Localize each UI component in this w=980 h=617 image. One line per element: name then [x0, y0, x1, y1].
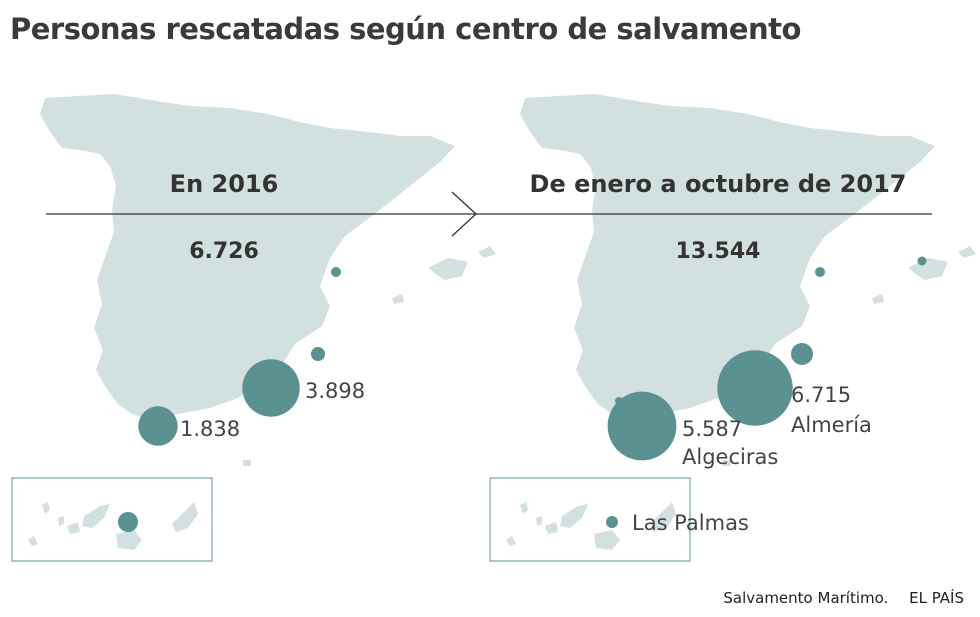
bubble-almeria-0 [242, 359, 300, 417]
bubble-huelva-1 [615, 397, 623, 405]
period-label-2017: De enero a octubre de 2017 [530, 170, 907, 198]
bubble-algeciras-1 [607, 391, 677, 461]
value-label-algeciras-1: 5.587 [682, 417, 742, 441]
bubble-cartagena-0 [311, 347, 325, 361]
value-label-algeciras-0: 1.838 [180, 417, 240, 441]
map-panel-2016: En 2016 6.726 3.898 1.838 [11, 94, 496, 562]
bubble-cartagena-1 [791, 343, 813, 365]
total-label-2016: 6.726 [189, 239, 259, 264]
bubble-valencia-0 [331, 267, 341, 277]
canarias-inset-2016 [11, 477, 213, 562]
footer-credits: Salvamento Marítimo. EL PAÍS [723, 589, 964, 607]
center-name-algeciras-1: Algeciras [682, 445, 778, 469]
value-label-almeria-0: 3.898 [305, 379, 365, 403]
bubbles-2017 [606, 256, 927, 528]
period-label-2016: En 2016 [170, 170, 279, 198]
source-credit: Salvamento Marítimo. [723, 589, 889, 607]
value-labels-2017: 6.715 Almería 5.587 Algeciras Las Palmas [632, 383, 872, 535]
center-name-las-palmas-1: Las Palmas [632, 511, 749, 535]
bubble-las-palmas-1 [606, 516, 618, 528]
bubbles-2016 [118, 267, 341, 532]
chart-title: Personas rescatadas según centro de salv… [10, 12, 801, 46]
bubble-algeciras-0 [138, 406, 178, 446]
value-labels-2016: 3.898 1.838 [180, 379, 365, 441]
total-label-2017: 13.544 [676, 239, 761, 264]
map-panel-2017: De enero a octubre de 2017 13.544 6.715 A… [489, 94, 976, 562]
bubble-palma-1 [917, 256, 927, 266]
canarias-land-2016 [28, 502, 198, 550]
center-name-almeria-1: Almería [791, 413, 872, 437]
canarias-inset-2017 [489, 477, 691, 562]
timeline-arrow-icon [451, 191, 477, 237]
value-label-almeria-1: 6.715 [791, 383, 851, 407]
bubble-las-palmas-0 [118, 512, 138, 532]
bubble-valencia-1 [815, 267, 825, 277]
bubble-almeria-1 [717, 350, 793, 426]
publisher-credit: EL PAÍS [909, 589, 964, 607]
